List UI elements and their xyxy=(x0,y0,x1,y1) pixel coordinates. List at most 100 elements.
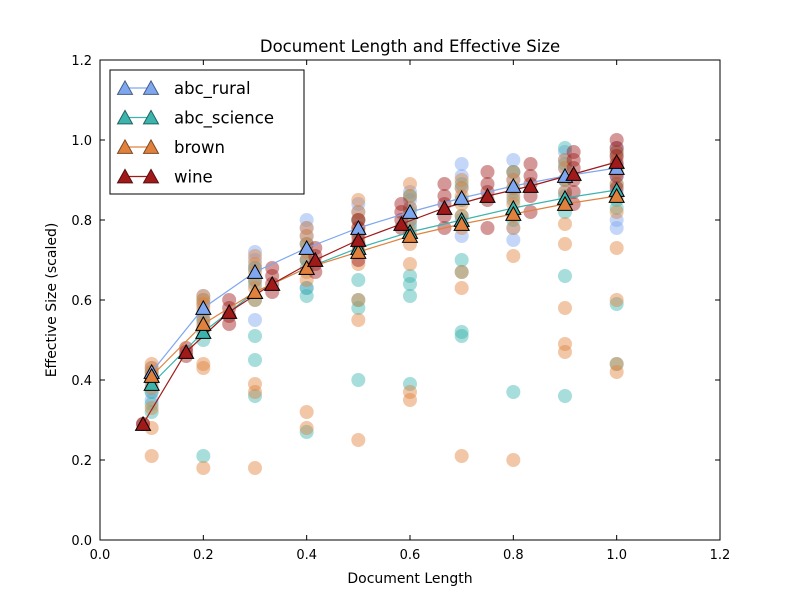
data-point-wine xyxy=(566,185,581,199)
x-tick-label: 1.0 xyxy=(606,548,627,563)
data-point-abc_science xyxy=(454,177,469,191)
data-point-abc_rural xyxy=(558,145,572,159)
data-point-abc_science xyxy=(403,277,417,291)
data-point-brown xyxy=(609,293,624,307)
data-point-brown xyxy=(558,153,572,167)
data-point-brown xyxy=(299,229,314,243)
data-point-abc_rural xyxy=(609,221,624,235)
data-point-brown xyxy=(558,301,572,315)
data-point-brown xyxy=(403,385,417,399)
chart-title: Document Length and Effective Size xyxy=(260,37,560,56)
data-point-abc_rural xyxy=(248,245,262,259)
data-point-abc_rural xyxy=(299,229,314,243)
data-point-abc_rural xyxy=(454,157,469,171)
data-point-abc_rural xyxy=(454,169,469,183)
data-point-brown xyxy=(403,189,417,203)
data-point-abc_science xyxy=(454,265,469,279)
y-tick-label: 1.2 xyxy=(71,54,92,69)
mean-marker-brown xyxy=(143,367,161,383)
data-point-abc_science xyxy=(558,141,572,155)
data-point-abc_science xyxy=(248,353,262,367)
data-point-brown xyxy=(454,173,469,187)
x-tick-label: 0.6 xyxy=(400,548,421,563)
data-point-wine xyxy=(265,261,280,275)
data-point-brown xyxy=(248,377,262,391)
y-tick-label: 0.8 xyxy=(71,214,92,229)
data-point-wine xyxy=(523,205,538,219)
data-point-brown xyxy=(558,237,572,251)
data-point-brown xyxy=(558,337,572,351)
legend-marker-wine xyxy=(142,168,160,184)
mean-marker-brown xyxy=(504,205,522,221)
data-point-brown xyxy=(609,205,624,219)
data-point-abc_rural xyxy=(454,229,469,243)
data-point-abc_science xyxy=(196,449,211,463)
data-point-abc_science xyxy=(506,165,521,179)
data-point-brown xyxy=(558,217,572,231)
data-point-abc_rural xyxy=(506,165,521,179)
data-point-wine xyxy=(609,141,624,155)
x-axis-title: Document Length xyxy=(347,571,472,587)
data-point-abc_science xyxy=(144,397,159,411)
mean-marker-wine xyxy=(263,275,281,291)
mean-markers-layer xyxy=(134,153,626,431)
legend-marker-abc_science xyxy=(142,109,160,125)
legend-box xyxy=(109,69,305,195)
mean-marker-wine xyxy=(479,187,496,203)
data-point-wine xyxy=(437,177,452,191)
data-point-wine xyxy=(523,157,538,171)
legend-marker-abc_rural xyxy=(142,79,160,95)
data-point-brown xyxy=(609,145,624,159)
data-point-abc_science xyxy=(558,157,572,171)
legend-marker-wine xyxy=(116,168,134,184)
data-point-abc_rural xyxy=(248,253,262,267)
mean-marker-wine xyxy=(522,177,539,193)
data-point-abc_rural xyxy=(351,205,366,219)
data-point-brown xyxy=(144,401,159,415)
mean-marker-wine xyxy=(134,415,152,431)
data-point-brown xyxy=(248,385,262,399)
mean-marker-brown xyxy=(246,283,264,299)
data-point-wine xyxy=(609,133,624,147)
data-point-brown xyxy=(299,421,314,435)
x-axis: 0.0 0.2 0.4 0.6 0.8 1.0 1.2 xyxy=(90,60,730,563)
mean-marker-abc_rural xyxy=(194,299,212,315)
data-point-abc_rural xyxy=(454,181,469,195)
legend-label-abc_rural: abc_rural xyxy=(174,79,251,99)
mean-marker-abc_rural xyxy=(453,189,471,205)
data-point-brown xyxy=(299,405,314,419)
data-point-brown xyxy=(609,357,624,371)
legend-marker-abc_science xyxy=(116,109,134,125)
data-point-wine xyxy=(566,153,581,167)
legend-marker-brown xyxy=(116,138,134,154)
data-point-abc_rural xyxy=(299,213,314,227)
data-point-abc_science xyxy=(351,301,366,315)
data-point-brown xyxy=(196,361,211,375)
mean-marker-brown xyxy=(401,227,419,243)
data-point-brown xyxy=(299,221,314,235)
data-point-wine xyxy=(523,169,538,183)
data-point-brown xyxy=(609,241,624,255)
data-point-brown xyxy=(506,249,521,263)
mean-marker-abc_science xyxy=(194,323,212,339)
mean-marker-wine xyxy=(565,165,582,181)
data-point-brown xyxy=(454,181,469,195)
data-point-brown xyxy=(351,205,366,219)
legend-label-brown: brown xyxy=(174,138,225,157)
mean-line-abc_rural xyxy=(151,167,617,373)
data-point-wine xyxy=(308,265,323,279)
mean-marker-wine xyxy=(220,303,238,319)
data-point-brown xyxy=(403,257,417,271)
data-point-abc_rural xyxy=(403,185,417,199)
data-point-wine xyxy=(394,197,409,211)
x-tick-label: 0.4 xyxy=(296,548,317,563)
mean-marker-wine xyxy=(393,215,410,231)
data-point-abc_science xyxy=(454,253,469,267)
data-point-wine xyxy=(222,317,237,331)
data-point-abc_rural xyxy=(248,313,262,327)
legend-marker-abc_rural xyxy=(116,79,134,95)
data-point-wine xyxy=(480,165,495,179)
data-point-brown xyxy=(144,421,159,435)
